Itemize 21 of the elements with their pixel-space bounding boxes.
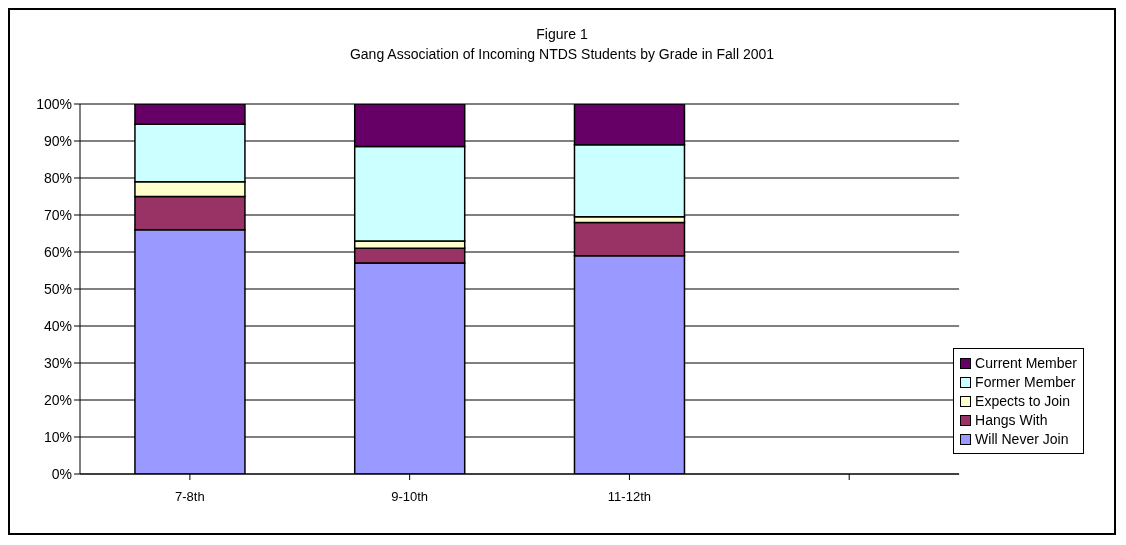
y-tick-label: 20%: [43, 391, 72, 408]
legend-label: Will Never Join: [975, 431, 1069, 447]
legend-label: Current Member: [975, 355, 1077, 371]
x-tick-label: 9-10th: [391, 489, 429, 505]
chart-title: Figure 1: [535, 25, 589, 44]
y-tick-label: 50%: [43, 280, 72, 297]
legend-label: Hangs With: [975, 412, 1048, 428]
y-tick-label: 70%: [43, 206, 72, 223]
y-tick-label: 100%: [36, 95, 72, 112]
legend-label: Former Member: [975, 374, 1076, 390]
y-tick-label: 30%: [43, 354, 72, 371]
chart-subtitle: Gang Association of Incoming NTDS Students by Grade in Fall 2001: [348, 45, 776, 64]
legend-label: Expects to Join: [975, 393, 1071, 409]
x-tick-label: 7-8th: [175, 489, 205, 505]
y-tick-label: 60%: [43, 243, 72, 260]
y-tick-label: 80%: [43, 169, 72, 186]
y-tick-label: 90%: [43, 132, 72, 149]
y-tick-label: 40%: [43, 317, 72, 334]
x-tick-label: 11-12th: [607, 489, 651, 505]
y-tick-label: 0%: [51, 465, 72, 482]
y-tick-label: 10%: [43, 428, 72, 445]
